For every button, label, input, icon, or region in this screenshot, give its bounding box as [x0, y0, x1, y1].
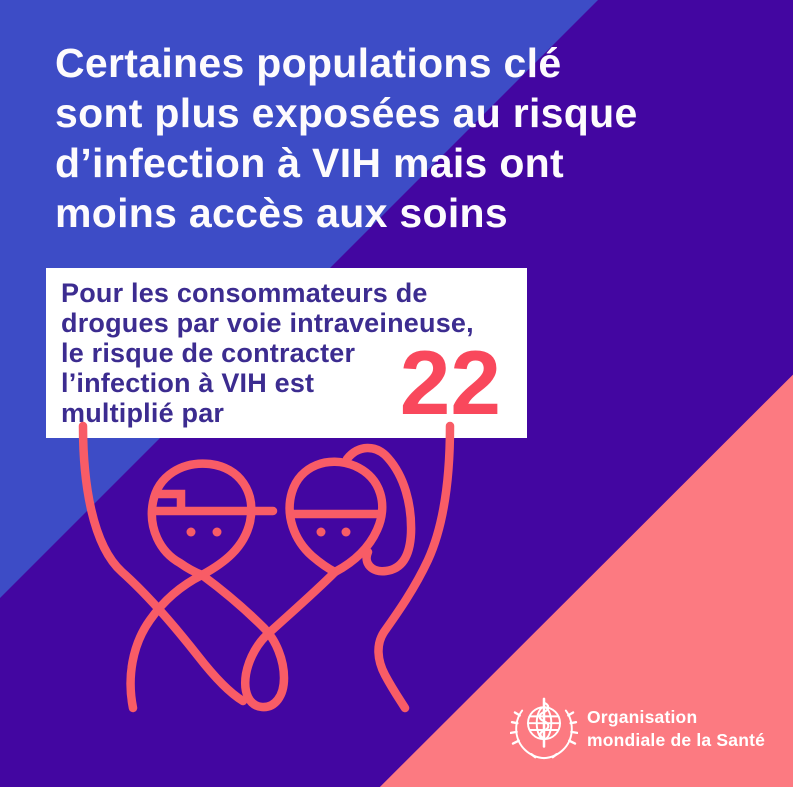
stat-card: Pour les consommateurs de drogues par vo…: [46, 268, 527, 438]
left-figure-eye-right: [212, 527, 222, 537]
ponytail: [342, 443, 416, 576]
right-figure-eye-right: [341, 527, 351, 537]
headline: Certaines populations clé sont plus expo…: [55, 40, 638, 236]
right-figure-arm: [374, 421, 455, 713]
center-teardrop-loop: [197, 567, 340, 712]
right-figure-head: [285, 457, 387, 577]
right-figure-eye-left: [316, 527, 326, 537]
left-figure-head: [126, 459, 256, 713]
stat-card-text: Pour les consommateurs de drogues par vo…: [61, 278, 474, 428]
cap-back-line: [152, 489, 186, 515]
stat-card-value: 22: [399, 333, 501, 434]
who-logo: Organisation mondiale de la Santé: [510, 694, 780, 764]
who-wordmark: Organisation mondiale de la Santé: [587, 707, 766, 750]
who-emblem-icon: [510, 697, 578, 760]
left-figure-eye-left: [186, 527, 196, 537]
left-figure-arm: [78, 421, 248, 706]
